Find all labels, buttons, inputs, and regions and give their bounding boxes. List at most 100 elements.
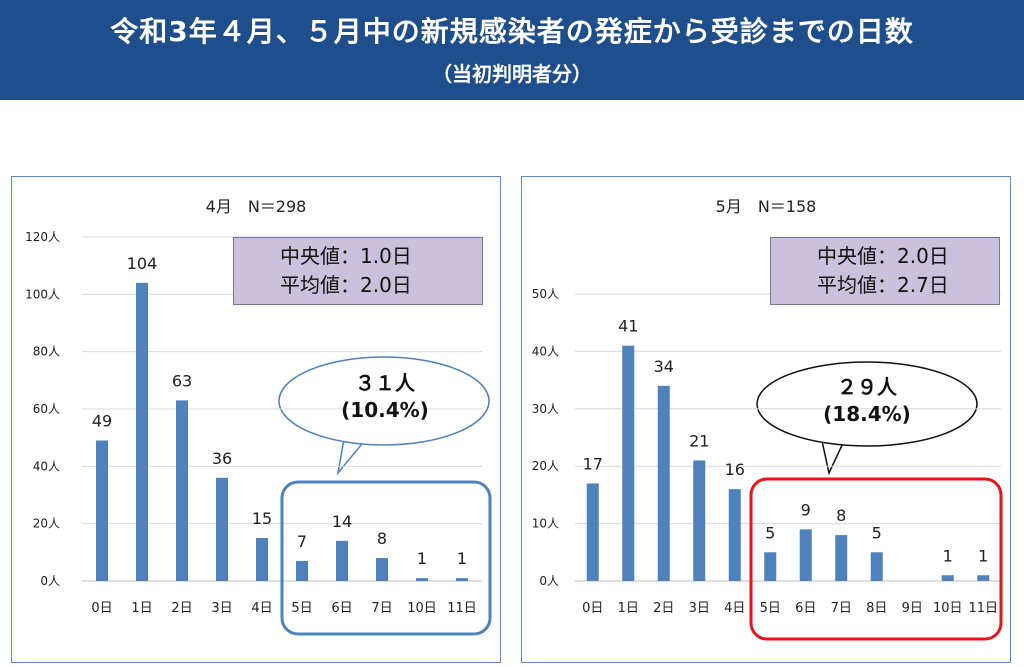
may-data-label: 21 [689, 431, 709, 450]
may-bar [657, 385, 670, 581]
may-y-tick-label: 0人 [539, 574, 559, 588]
april-bar [456, 578, 468, 581]
april-category-label: 2日 [171, 601, 192, 616]
april-callout-ellipse [278, 356, 490, 446]
may-data-label: 8 [836, 506, 846, 525]
may-category-label: 7日 [831, 601, 852, 616]
may-data-label: 5 [765, 523, 775, 542]
header-banner: 令和3年４月、５月中の新規感染者の発症から受診までの日数 （当初判明者分） [0, 0, 1024, 100]
april-category-label: 1日 [131, 601, 152, 616]
april-data-label: 104 [127, 254, 158, 273]
april-bar [296, 560, 308, 581]
may-category-label: 6日 [795, 601, 816, 616]
may-category-label: 9日 [902, 601, 923, 616]
april-y-tick-label: 40人 [33, 459, 60, 473]
may-callout-text: ２９人 (18.4%) [762, 374, 972, 428]
april-data-label: 63 [172, 371, 192, 390]
may-chart: 0人 10人 20人 30人 40人 50人 17 0日 41 1日 34 2日 21 3日 16 4日 5 5日… [532, 287, 1003, 641]
april-bar [416, 578, 428, 581]
april-bar [336, 540, 348, 581]
may-y-tick-label: 20人 [532, 459, 559, 473]
april-chart-title: 4月 N＝298 [205, 197, 307, 216]
may-category-label: 8日 [866, 601, 887, 616]
may-data-label: 9 [801, 500, 811, 519]
may-y-tick-label: 30人 [532, 402, 559, 416]
april-bar [376, 558, 388, 581]
page-subtitle: （当初判明者分） [432, 62, 592, 86]
may-category-label: 10日 [933, 601, 963, 616]
may-bar [622, 345, 635, 581]
april-callout-tail [336, 438, 367, 476]
may-category-label: 5日 [760, 601, 781, 616]
may-category-label: 11日 [968, 601, 998, 616]
page-title: 令和3年４月、５月中の新規感染者の発症から受診までの日数 [110, 15, 914, 48]
may-data-label: 16 [725, 460, 745, 479]
may-callout-bubble [756, 361, 978, 476]
may-callout-count: ２９人 [837, 375, 897, 399]
may-data-label: 5 [872, 523, 882, 542]
april-data-label: 8 [377, 529, 387, 548]
may-chart-title: 5月 N＝158 [715, 197, 817, 216]
may-highlight-box [749, 477, 1003, 641]
may-category-label: 3日 [689, 601, 710, 616]
april-category-label: 10日 [407, 601, 437, 616]
may-category-label: 0日 [582, 601, 603, 616]
may-category-label: 2日 [653, 601, 674, 616]
april-bar [96, 440, 108, 581]
april-bar [176, 400, 188, 581]
april-category-label: 0日 [91, 601, 112, 616]
april-callout-bubble [278, 356, 490, 476]
april-data-label: 36 [212, 449, 232, 468]
may-median: 中央値：2.0日 [817, 244, 949, 268]
april-data-label: 7 [297, 532, 307, 551]
april-category-label: 7日 [371, 601, 392, 616]
april-median: 中央値：1.0日 [280, 244, 412, 268]
april-category-label: 4日 [251, 601, 272, 616]
april-category-label: 11日 [447, 601, 477, 616]
april-stats-box: 中央値：1.0日 平均値：2.0日 [233, 237, 483, 305]
april-bar [136, 282, 148, 581]
may-callout-tail [821, 440, 845, 476]
may-y-tick-label: 10人 [532, 517, 559, 531]
april-data-label: 1 [417, 549, 427, 568]
may-bar [799, 529, 812, 581]
may-bar [764, 552, 777, 581]
april-data-label: 15 [252, 509, 272, 528]
may-data-label: 34 [654, 357, 674, 376]
may-bar [941, 575, 954, 581]
april-y-tick-label: 120人 [25, 230, 60, 244]
april-bar [216, 477, 228, 581]
april-category-label: 3日 [211, 601, 232, 616]
april-data-label: 14 [332, 512, 352, 531]
may-callout-percent: (18.4%) [823, 402, 911, 426]
april-y-tick-label: 80人 [33, 345, 60, 359]
may-data-label: 1 [978, 546, 988, 565]
april-category-label: 5日 [291, 601, 312, 616]
may-data-label: 1 [943, 546, 953, 565]
april-callout-text: ３１人 (10.4%) [280, 370, 490, 424]
april-callout-count: ３１人 [355, 371, 415, 395]
may-mean: 平均値：2.7日 [817, 273, 949, 297]
april-chart-panel: 4月 N＝298 0人 20人 40人 60人 80人 100人 120人 49 0日 104 1日… [11, 176, 501, 663]
may-data-label: 17 [583, 454, 603, 473]
april-bar [256, 538, 268, 581]
may-chart-panel: 5月 N＝158 0人 10人 20人 30人 40人 50人 17 0日 41 1日 34 2日 21… [521, 176, 1011, 663]
april-data-label: 1 [457, 549, 467, 568]
april-data-label: 49 [92, 412, 112, 431]
may-y-tick-label: 40人 [532, 344, 559, 358]
april-y-tick-label: 20人 [33, 517, 60, 531]
may-bar [870, 552, 883, 581]
april-category-label: 6日 [331, 601, 352, 616]
may-data-label: 41 [618, 317, 638, 336]
may-stats-box: 中央値：2.0日 平均値：2.7日 [770, 237, 1000, 305]
may-bar [835, 535, 848, 581]
may-bar [693, 460, 706, 581]
april-callout-percent: (10.4%) [341, 398, 429, 422]
may-category-label: 4日 [724, 601, 745, 616]
may-bar [977, 575, 990, 581]
april-y-tick-label: 0人 [40, 574, 60, 588]
may-bar [586, 483, 599, 581]
april-mean: 平均値：2.0日 [280, 273, 412, 297]
may-category-label: 1日 [618, 601, 639, 616]
april-highlight-box [280, 480, 492, 636]
